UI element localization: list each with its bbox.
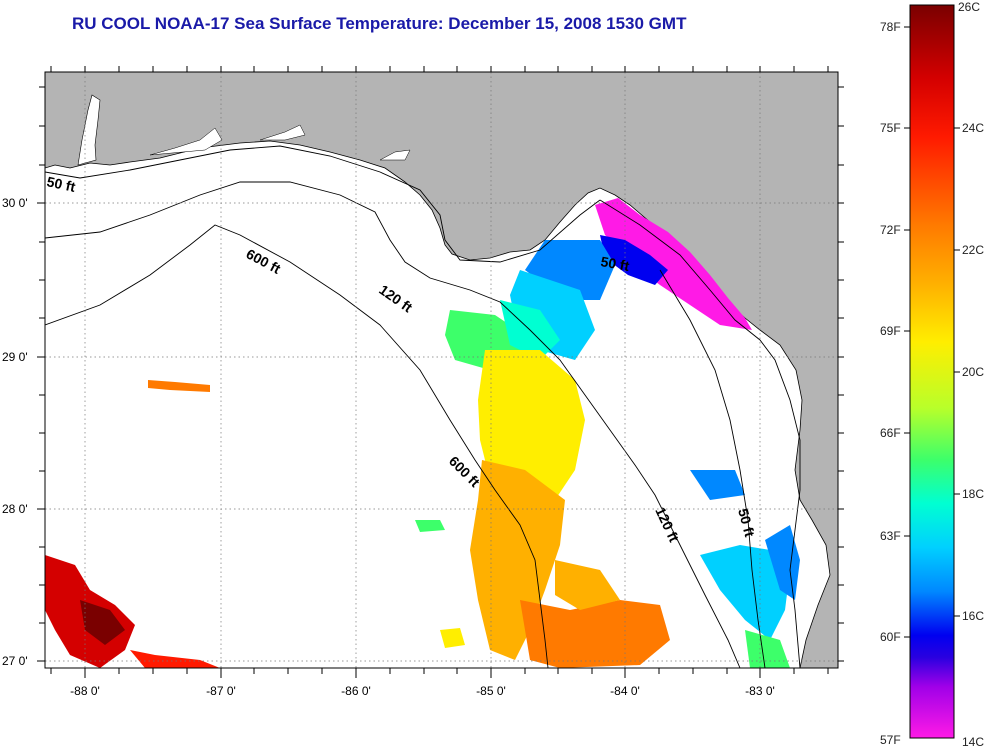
- lat-lon-grid: [45, 72, 838, 668]
- contour-label-50ft-east: 50 ft: [735, 507, 758, 539]
- colorbar-label-60f: 60F: [880, 630, 901, 644]
- contour-50ft-east: [599, 199, 801, 668]
- colorbar-ticks: [904, 26, 960, 638]
- colorbar-label-75f: 75F: [880, 121, 901, 135]
- colorbar-label-66f: 66F: [880, 426, 901, 440]
- lat-label-28: 28 0': [2, 502, 28, 516]
- lon-label-87: -87 0': [206, 684, 236, 698]
- contour-120ft-north: [45, 181, 741, 668]
- map-title: RU COOL NOAA-17 Sea Surface Temperature:…: [72, 14, 687, 33]
- colorbar-label-20c: 20C: [962, 365, 984, 379]
- colorbar-label-57f: 57F: [880, 733, 901, 747]
- bathymetry-contours: [45, 145, 801, 668]
- contour-600ft: [45, 224, 549, 668]
- colorbar-label-26c: 26C: [958, 0, 980, 14]
- colorbar-label-16c: 16C: [962, 609, 984, 623]
- colorbar-label-63f: 63F: [880, 529, 901, 543]
- contour-50ft-north: [45, 145, 601, 263]
- sst-colorbar: [909, 4, 955, 739]
- panhandle-bays: [149, 124, 411, 161]
- contour-edge-east: [659, 269, 766, 668]
- colorbar-label-72f: 72F: [880, 223, 901, 237]
- colorbar-label-14c: 14C: [962, 735, 984, 749]
- contour-label-50ft-west: 50 ft: [45, 173, 77, 195]
- colorbar-label-18c: 18C: [962, 487, 984, 501]
- colorbar-label-22c: 22C: [962, 243, 984, 257]
- lat-label-30: 30 0': [2, 196, 28, 210]
- map-frame: [44, 71, 839, 669]
- land-mass: [45, 72, 838, 668]
- lon-label-83: -83 0': [745, 684, 775, 698]
- colorbar-label-78f: 78F: [880, 20, 901, 34]
- contour-label-50ft-bigbend: 50 ft: [599, 253, 630, 274]
- lon-label-86: -86 0': [341, 684, 371, 698]
- lat-label-29: 29 0': [2, 350, 28, 364]
- lon-label-84: -84 0': [610, 684, 640, 698]
- lon-label-88: -88 0': [70, 684, 100, 698]
- colorbar-label-69f: 69F: [880, 324, 901, 338]
- mobile-bay: [77, 94, 101, 166]
- sst-data-layer: [45, 198, 800, 668]
- lon-label-85: -85 0': [476, 684, 506, 698]
- colorbar-label-24c: 24C: [962, 121, 984, 135]
- axis-ticks: [37, 66, 844, 678]
- lat-label-27: 27 0': [2, 654, 28, 668]
